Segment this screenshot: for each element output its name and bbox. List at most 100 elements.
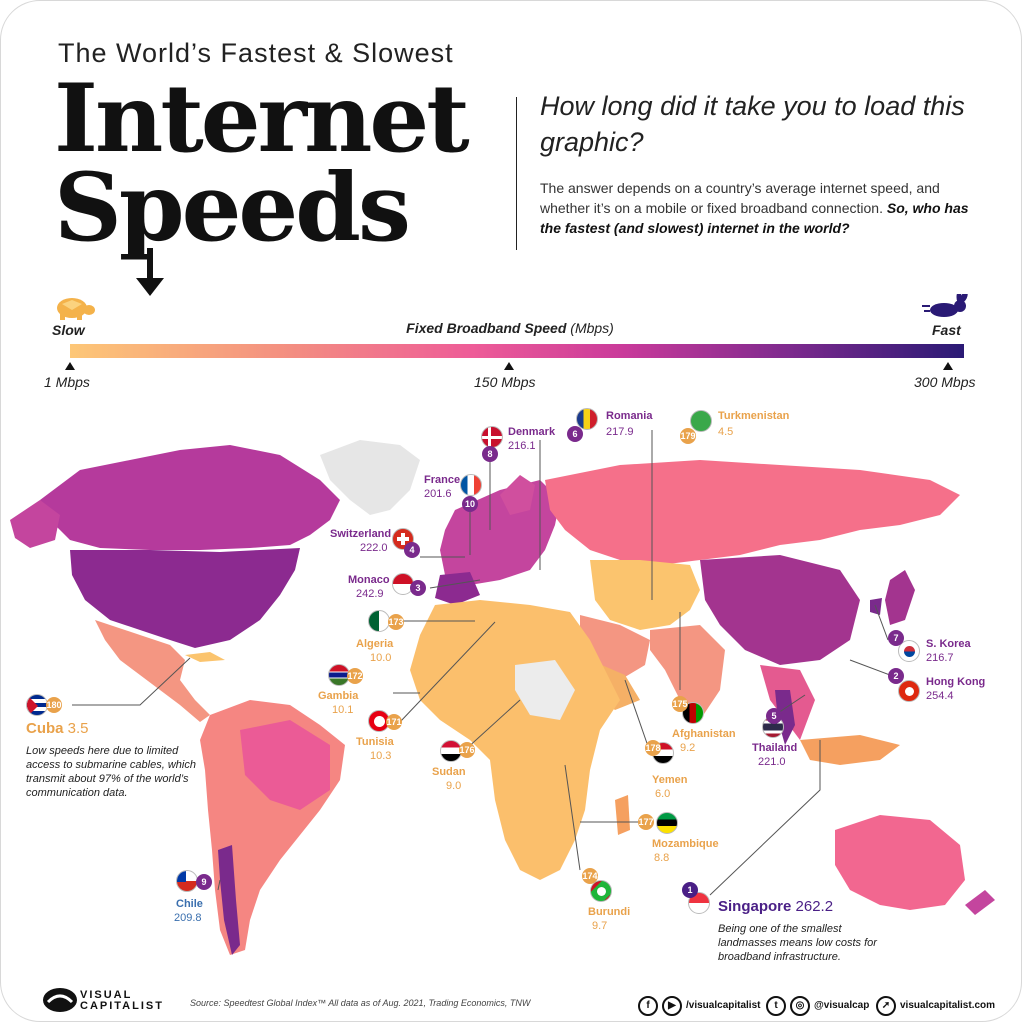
denmark-rank: 8 — [482, 446, 498, 462]
turtle-icon — [57, 298, 95, 320]
leader-lines — [72, 430, 891, 896]
cuba-flag — [26, 694, 48, 716]
burundi-speed: 9.7 — [592, 920, 608, 932]
turkmenistan-name: Turkmenistan — [718, 410, 790, 422]
algeria-rank: 173 — [388, 614, 404, 630]
social-handle-1[interactable]: /visualcapitalist — [686, 1000, 761, 1011]
hongkong-name: Hong Kong — [926, 676, 986, 688]
africa-gray — [515, 660, 575, 720]
slow-label: Slow — [52, 322, 85, 338]
europe — [440, 480, 560, 585]
social-handle-2[interactable]: @visualcap — [814, 1000, 870, 1011]
romania-flag — [576, 408, 598, 430]
tunisia-name: Tunisia — [356, 736, 394, 748]
social-handle-3[interactable]: visualcapitalist.com — [900, 1000, 996, 1011]
afghanistan-flag — [682, 702, 704, 724]
turkmenistan-speed: 4.5 — [718, 426, 734, 438]
logo-text: VISUAL CAPITALIST — [80, 990, 164, 1012]
scandinavia — [500, 475, 535, 515]
question: How long did it take you to load this gr… — [540, 91, 965, 157]
france-rank: 10 — [462, 496, 478, 512]
switzerland-rank: 4 — [404, 542, 420, 558]
visualcapitalist-logo-icon — [43, 988, 77, 1012]
skorea-flag — [898, 640, 920, 662]
afghanistan-speed: 9.2 — [680, 742, 696, 754]
cuba-note: Low speeds here due to limited access to… — [26, 745, 196, 799]
singapore-speed: 262.2 — [795, 898, 834, 915]
cuba-name: Cuba — [26, 720, 64, 737]
instagram-icon[interactable]: ◎ — [790, 996, 810, 1016]
france-flag — [460, 474, 482, 496]
burundi-flag — [590, 880, 612, 902]
chile-name: Chile — [176, 898, 203, 910]
canada — [40, 445, 340, 550]
description-text: The answer depends on a country’s averag… — [540, 180, 940, 216]
subtitle: The World’s Fastest & Slowest — [58, 38, 454, 68]
twitter-icon[interactable]: t — [766, 996, 786, 1016]
title-line-2: Speeds — [54, 153, 411, 263]
thailand-speed: 221.0 — [758, 756, 786, 768]
singapore-note: Being one of the smallest landmasses mea… — [718, 923, 877, 963]
sudan-rank: 176 — [459, 742, 475, 758]
switzerland-speed: 222.0 — [360, 542, 388, 554]
burundi-rank: 174 — [582, 868, 598, 884]
mexico — [95, 620, 210, 722]
hongkong-rank: 2 — [888, 668, 904, 684]
singapore-label: Singapore 262.2 — [718, 898, 833, 915]
denmark-speed: 216.1 — [508, 440, 536, 452]
scale-title-bold: Fixed Broadband Speed — [406, 320, 567, 336]
australia — [835, 815, 965, 910]
romania-rank: 6 — [567, 426, 583, 442]
hongkong-flag — [898, 680, 920, 702]
greenland — [320, 440, 420, 515]
romania-name: Romania — [606, 410, 653, 422]
africa — [410, 600, 620, 880]
denmark-name: Denmark — [508, 426, 556, 438]
alaska — [10, 500, 60, 548]
scale-title: Fixed Broadband Speed (Mbps) — [300, 320, 720, 336]
afghanistan-rank: 175 — [672, 696, 688, 712]
turkmenistan-flag — [690, 410, 712, 432]
cuba-label: Cuba 3.5 — [26, 720, 89, 737]
singapore-rank: 1 — [682, 882, 698, 898]
thailand-rank: 5 — [766, 708, 782, 724]
thailand-name: Thailand — [752, 742, 798, 754]
down-arrow-icon — [136, 248, 164, 296]
yemen-speed: 6.0 — [655, 788, 671, 800]
romania-speed: 217.9 — [606, 426, 634, 438]
brazil — [240, 720, 330, 810]
japan — [885, 570, 915, 625]
sudan-speed: 9.0 — [446, 780, 462, 792]
central-asia — [590, 560, 700, 630]
singapore-flag — [688, 892, 710, 914]
skorea-speed: 216.7 — [926, 652, 954, 664]
chile-shape — [218, 845, 240, 955]
afghanistan-name: Afghanistan — [672, 728, 736, 740]
skorea-name: S. Korea — [926, 638, 971, 650]
cuba-rank: 180 — [46, 697, 62, 713]
youtube-icon[interactable]: ▶ — [662, 996, 682, 1016]
mozambique-speed: 8.8 — [654, 852, 670, 864]
facebook-icon[interactable]: f — [638, 996, 658, 1016]
gambia-name: Gambia — [318, 690, 359, 702]
tunisia-speed: 10.3 — [370, 750, 392, 762]
chile-rank: 9 — [196, 874, 212, 890]
russia — [545, 460, 960, 565]
algeria-flag — [368, 610, 390, 632]
skorea-rank: 7 — [888, 630, 904, 646]
turkmenistan-rank: 179 — [680, 428, 696, 444]
tick-label-mid: 150 Mbps — [474, 374, 536, 390]
world-map — [10, 430, 995, 955]
yemen-rank: 178 — [645, 740, 661, 756]
tick-mid — [504, 362, 514, 370]
tick-max — [943, 362, 953, 370]
switzerland-name: Switzerland — [330, 528, 392, 540]
monaco-speed: 242.9 — [356, 588, 384, 600]
tunisia-rank: 171 — [386, 714, 402, 730]
usa — [70, 548, 300, 648]
rabbit-icon — [922, 294, 968, 317]
cursor-icon[interactable]: ➚ — [876, 996, 896, 1016]
cuba-shape — [185, 652, 225, 662]
iberia — [435, 572, 480, 605]
chile-speed: 209.8 — [174, 912, 202, 924]
